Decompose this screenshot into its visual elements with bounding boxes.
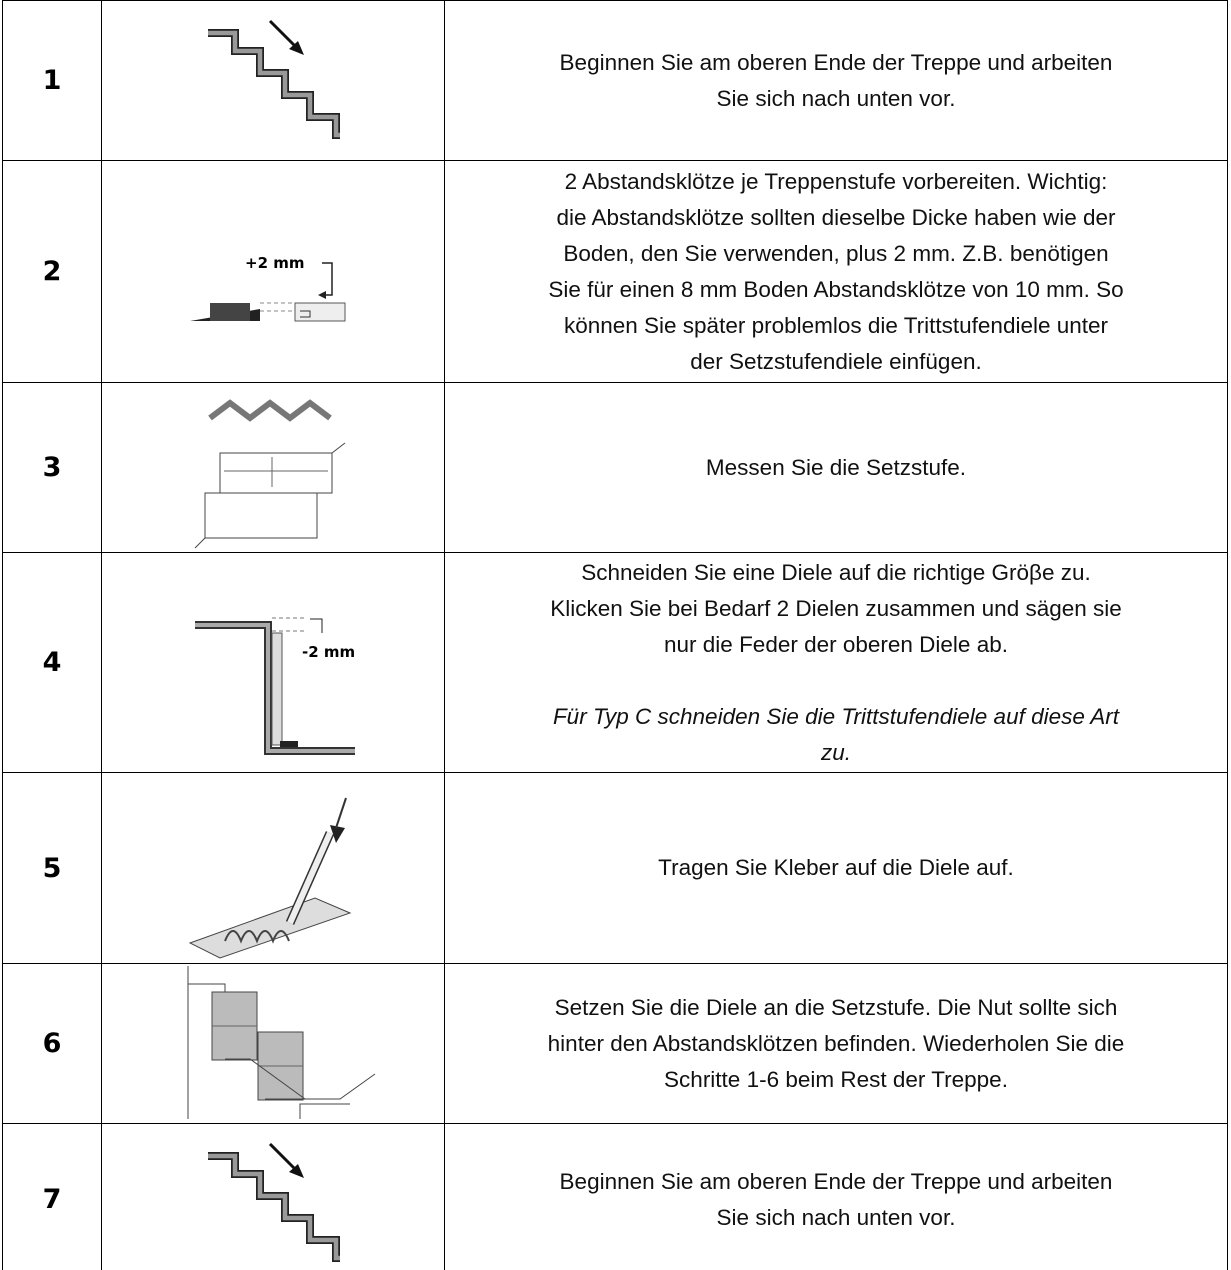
illustration bbox=[100, 1124, 445, 1270]
text-line: Beginnen Sie am oberen Ende der Treppe u… bbox=[559, 1168, 1113, 1194]
table-row: 5 Tragen Sie Kleber auf die Diele auf. bbox=[2, 772, 1228, 963]
note-line: Für Typ C schneiden Sie die Trittstufend… bbox=[552, 703, 1120, 729]
step-illustration bbox=[208, 1142, 340, 1262]
text-line: Schritte 1-6 beim Rest der Treppe. bbox=[664, 1066, 1008, 1092]
text-line: Sie sich nach unten vor. bbox=[716, 85, 956, 111]
illustration bbox=[100, 383, 445, 552]
table-row: 7 Beginnen Sie am oberen Ende der Treppe… bbox=[2, 1123, 1228, 1270]
illustration bbox=[100, 1, 445, 160]
text-line: Sie für einen 8 mm Boden Abstandsklötze … bbox=[548, 276, 1124, 302]
step-text: Beginnen Sie am oberen Ende der Treppe u… bbox=[445, 1124, 1228, 1270]
step-number: 6 bbox=[2, 964, 102, 1123]
step-illustration bbox=[194, 399, 346, 549]
step-text: Messen Sie die Setzstufe. bbox=[445, 383, 1228, 552]
step-number: 2 bbox=[2, 161, 102, 382]
text-line: Sie sich nach unten vor. bbox=[716, 1204, 956, 1230]
step-illustration bbox=[208, 19, 340, 139]
note-line: zu. bbox=[820, 739, 851, 765]
text-line: nur die Feder der oberen Diele ab. bbox=[664, 631, 1008, 657]
illustration: +2 mm bbox=[100, 161, 445, 382]
step-text: Setzen Sie die Diele an die Setzstufe. D… bbox=[445, 964, 1228, 1123]
text-line: Setzen Sie die Diele an die Setzstufe. D… bbox=[554, 994, 1118, 1020]
step-number: 4 bbox=[2, 553, 102, 772]
text-line: Tragen Sie Kleber auf die Diele auf. bbox=[658, 855, 1014, 880]
step-number: 7 bbox=[2, 1124, 102, 1270]
step-text: Tragen Sie Kleber auf die Diele auf. bbox=[445, 773, 1228, 963]
text-line: Beginnen Sie am oberen Ende der Treppe u… bbox=[559, 49, 1113, 75]
step-illustration bbox=[188, 797, 352, 959]
table-row: 1 Beginnen Sie am oberen Ende der Treppe… bbox=[2, 0, 1228, 160]
text-line: der Setzstufendiele einfügen. bbox=[690, 348, 982, 374]
text-line: Messen Sie die Setzstufe. bbox=[705, 454, 967, 480]
text-line: können Sie später problemlos die Trittst… bbox=[563, 312, 1109, 338]
text-line: hinter den Abstandsklötzen befinden. Wie… bbox=[547, 1030, 1125, 1056]
text-line: 2 Abstandsklötze je Treppenstufe vorbere… bbox=[564, 168, 1108, 194]
illustration: -2 mm bbox=[100, 553, 445, 772]
step-number: 5 bbox=[2, 773, 102, 963]
text-line: Klicken Sie bei Bedarf 2 Dielen zusammen… bbox=[550, 595, 1122, 621]
figure-label: -2 mm bbox=[302, 643, 355, 661]
table-row: 4 -2 mm Schneiden Sie eine Diele auf die … bbox=[2, 552, 1228, 772]
step-text: Beginnen Sie am oberen Ende der Treppe u… bbox=[445, 1, 1228, 160]
step-text: Schneiden Sie eine Diele auf die richtig… bbox=[445, 553, 1228, 772]
text-line: Schneiden Sie eine Diele auf die richtig… bbox=[581, 559, 1091, 585]
table-row: 3 Messen Sie die Setzstufe. bbox=[2, 382, 1228, 552]
step-illustration bbox=[187, 966, 376, 1119]
table-row: 6 Setzen Sie die Diele an die Setzstufe.… bbox=[2, 963, 1228, 1123]
step-number: 1 bbox=[2, 1, 102, 160]
illustration bbox=[100, 773, 445, 963]
table-row: 2 +2 mm 2 Abstandsklötze je Treppenstufe … bbox=[2, 160, 1228, 382]
step-illustration: -2 mm bbox=[195, 617, 355, 755]
illustration bbox=[100, 964, 445, 1123]
step-number: 3 bbox=[2, 383, 102, 552]
text-line: die Abstandsklötze sollten dieselbe Dick… bbox=[556, 204, 1116, 230]
step-text: 2 Abstandsklötze je Treppenstufe vorbere… bbox=[445, 161, 1228, 382]
figure-label: +2 mm bbox=[245, 254, 305, 272]
text-line: Boden, den Sie verwenden, plus 2 mm. Z.B… bbox=[563, 240, 1109, 266]
step-illustration: +2 mm bbox=[190, 254, 346, 322]
